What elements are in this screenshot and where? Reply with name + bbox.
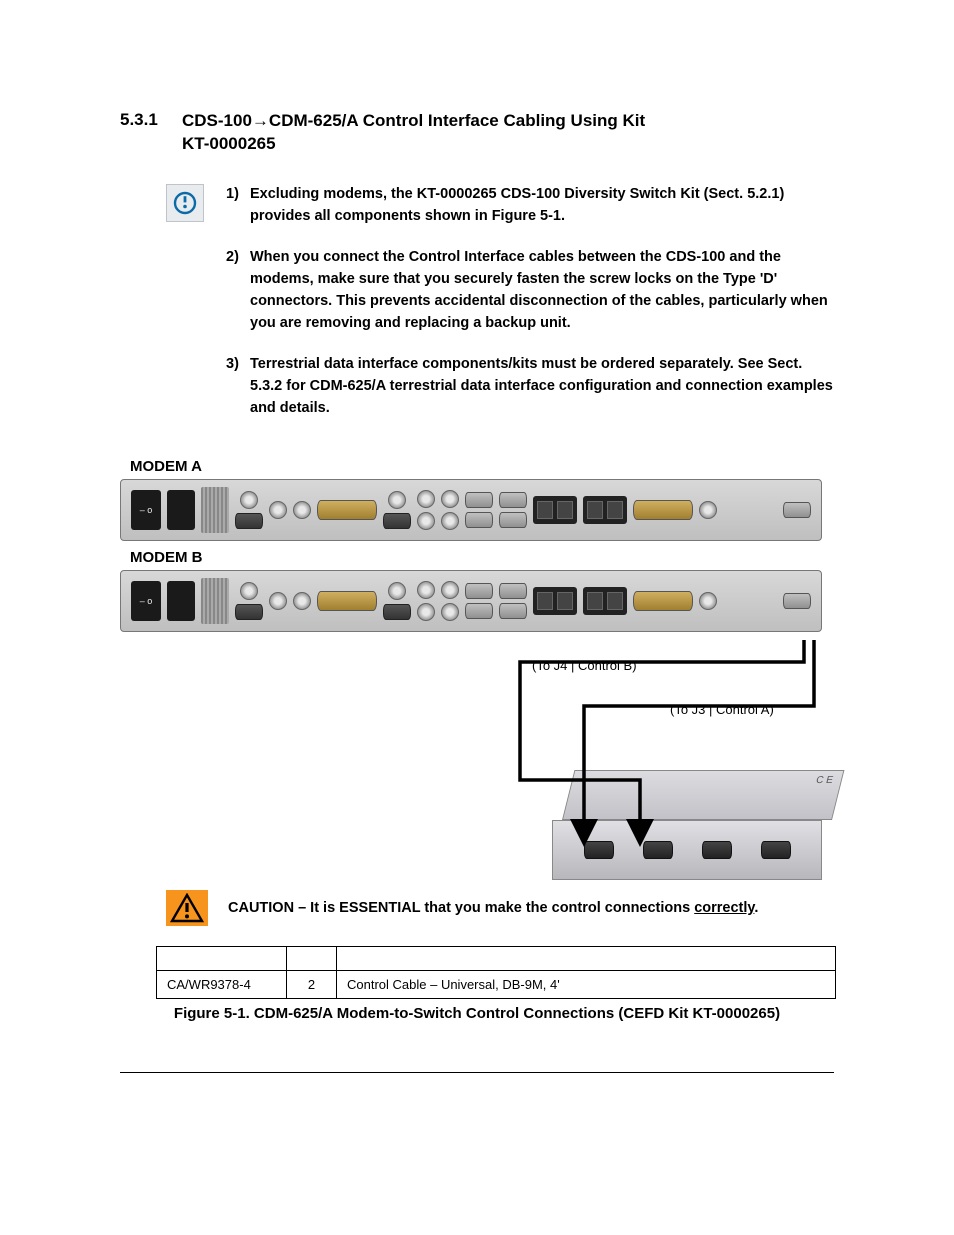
parts-table: CA/WR9378-4 2 Control Cable – Universal,… <box>156 946 836 999</box>
table-cell <box>287 946 337 970</box>
db9-icon <box>499 603 527 619</box>
switch-port-icon <box>761 841 791 859</box>
section-title: CDS-100→CDM-625/A Control Interface Cabl… <box>182 110 645 156</box>
bnc-icon <box>240 582 258 600</box>
caution-suffix: . <box>754 900 758 916</box>
power-switch-icon: – o <box>131 490 161 530</box>
note-item-number: 3) <box>226 354 250 419</box>
table-cell: CA/WR9378-4 <box>157 970 287 998</box>
db25-icon <box>633 591 693 611</box>
connection-diagram: (To J4 | Control B) (To J3 | Control A) … <box>120 640 822 880</box>
db9-icon <box>499 583 527 599</box>
ce-mark: C E <box>815 775 834 786</box>
bnc-icon <box>699 592 717 610</box>
db9-icon <box>235 513 263 529</box>
bnc-icon <box>441 581 459 599</box>
rj45-pair-icon <box>583 587 627 615</box>
section-number: 5.3.1 <box>120 110 182 156</box>
table-cell: 2 <box>287 970 337 998</box>
db9-icon <box>499 512 527 528</box>
section-heading: 5.3.1 CDS-100→CDM-625/A Control Interfac… <box>120 110 834 156</box>
vent-icon <box>201 578 229 624</box>
rj45-pair-icon <box>583 496 627 524</box>
note-item-number: 1) <box>226 184 250 228</box>
switch-top-face: C E <box>562 770 844 820</box>
db9-icon <box>499 492 527 508</box>
note-item-text: Terrestrial data interface components/ki… <box>250 354 834 419</box>
note-item: 2) When you connect the Control Interfac… <box>226 247 834 334</box>
note-item-text: When you connect the Control Interface c… <box>250 247 834 334</box>
caution-prefix: CAUTION – It is ESSENTIAL that you make … <box>228 900 694 916</box>
info-icon <box>166 184 204 222</box>
note-block: 1) Excluding modems, the KT-0000265 CDS-… <box>166 184 834 440</box>
note-item: 1) Excluding modems, the KT-0000265 CDS-… <box>226 184 834 228</box>
note-item-number: 2) <box>226 247 250 334</box>
modem-a-panel: – o <box>120 479 822 541</box>
bnc-icon <box>269 501 287 519</box>
db25-icon <box>317 500 377 520</box>
switch-unit: C E <box>552 770 822 880</box>
caution-icon <box>166 890 208 926</box>
note-list: 1) Excluding modems, the KT-0000265 CDS-… <box>226 184 834 440</box>
modem-a-label: MODEM A <box>130 458 834 475</box>
power-switch-icon: – o <box>131 581 161 621</box>
control-a-label: (To J3 | Control A) <box>668 702 776 717</box>
bnc-icon <box>293 501 311 519</box>
db9-icon <box>465 603 493 619</box>
caution-text: CAUTION – It is ESSENTIAL that you make … <box>228 900 758 916</box>
note-item-text: Excluding modems, the KT-0000265 CDS-100… <box>250 184 834 228</box>
rj45-pair-icon <box>533 496 577 524</box>
bnc-icon <box>269 592 287 610</box>
bnc-icon <box>441 603 459 621</box>
bnc-icon <box>441 490 459 508</box>
switch-port-j3-icon <box>584 841 614 859</box>
db9-icon <box>465 583 493 599</box>
table-row <box>157 946 836 970</box>
db9-icon <box>383 604 411 620</box>
caution-underlined: correctly <box>694 900 754 916</box>
table-cell: Control Cable – Universal, DB-9M, 4' <box>337 970 836 998</box>
bnc-icon <box>417 581 435 599</box>
db25-icon <box>633 500 693 520</box>
bnc-icon <box>388 582 406 600</box>
footer-rule <box>120 1072 834 1073</box>
section-title-line2: KT-0000265 <box>182 134 276 153</box>
bnc-icon <box>417 603 435 621</box>
db25-icon <box>317 591 377 611</box>
bnc-icon <box>417 490 435 508</box>
bnc-icon <box>699 501 717 519</box>
bnc-icon <box>441 512 459 530</box>
modem-b-panel: – o <box>120 570 822 632</box>
db9-icon <box>235 604 263 620</box>
db9-icon <box>383 513 411 529</box>
table-row: CA/WR9378-4 2 Control Cable – Universal,… <box>157 970 836 998</box>
section-title-line1: CDS-100→CDM-625/A Control Interface Cabl… <box>182 111 645 130</box>
db9-control-a-icon <box>783 502 811 518</box>
table-cell <box>337 946 836 970</box>
bnc-icon <box>293 592 311 610</box>
modem-b-label: MODEM B <box>130 549 834 566</box>
vent-icon <box>201 487 229 533</box>
switch-front-face <box>552 820 822 880</box>
db9-icon <box>465 492 493 508</box>
switch-port-j4-icon <box>643 841 673 859</box>
caution-row: CAUTION – It is ESSENTIAL that you make … <box>166 890 834 926</box>
table-cell <box>157 946 287 970</box>
switch-port-icon <box>702 841 732 859</box>
bnc-icon <box>388 491 406 509</box>
db9-control-b-icon <box>783 593 811 609</box>
bnc-icon <box>240 491 258 509</box>
bnc-icon <box>417 512 435 530</box>
control-b-label: (To J4 | Control B) <box>530 658 639 673</box>
db9-icon <box>465 512 493 528</box>
rj45-pair-icon <box>533 587 577 615</box>
power-inlet-icon <box>167 490 195 530</box>
note-item: 3) Terrestrial data interface components… <box>226 354 834 419</box>
figure-caption: Figure 5-1. CDM-625/A Modem-to-Switch Co… <box>120 1005 834 1022</box>
power-inlet-icon <box>167 581 195 621</box>
